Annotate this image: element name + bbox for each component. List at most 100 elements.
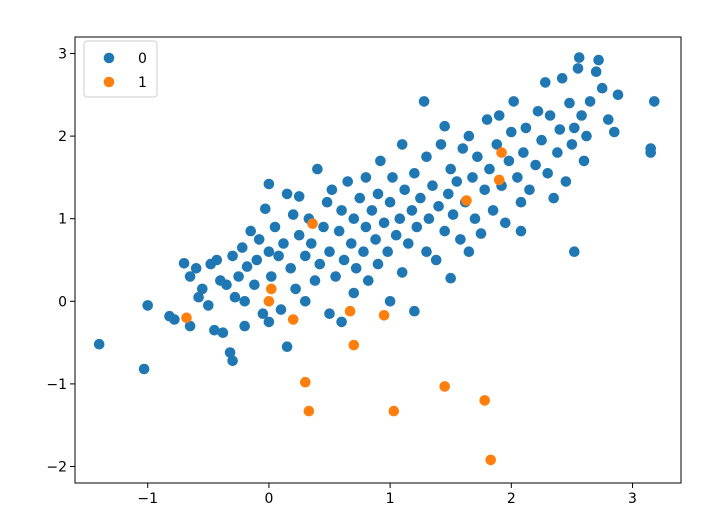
y-tick-label: 2	[58, 129, 67, 145]
data-point	[251, 254, 263, 266]
data-point	[479, 395, 491, 406]
y-tick-label: −2	[46, 459, 67, 475]
data-point	[552, 147, 563, 158]
data-point	[336, 316, 347, 328]
data-point	[287, 314, 299, 325]
data-point	[593, 54, 604, 66]
data-point	[493, 110, 505, 121]
data-point	[266, 283, 277, 295]
data-point	[548, 192, 559, 204]
data-point	[409, 168, 420, 179]
legend: 01	[83, 40, 158, 98]
data-point	[445, 272, 457, 284]
data-point	[239, 296, 250, 307]
data-point	[178, 258, 190, 269]
data-point	[576, 110, 587, 121]
data-point	[388, 405, 400, 417]
data-point	[287, 209, 299, 220]
data-point	[307, 218, 318, 229]
data-point	[584, 96, 596, 107]
data-point	[560, 176, 572, 187]
x-tick-label: −1	[137, 491, 158, 507]
data-point	[211, 254, 223, 266]
data-point	[318, 221, 329, 233]
data-point	[372, 258, 384, 270]
data-point	[263, 316, 275, 328]
data-point	[469, 213, 481, 224]
data-point	[542, 168, 553, 179]
data-point	[485, 454, 497, 466]
data-point	[524, 184, 535, 196]
data-point	[324, 246, 335, 257]
data-point	[233, 271, 244, 282]
data-point	[569, 122, 580, 134]
data-point	[503, 155, 515, 167]
series-1	[181, 147, 507, 466]
data-point	[461, 195, 472, 206]
data-point	[512, 172, 523, 183]
data-point	[336, 205, 347, 216]
data-point	[360, 172, 372, 183]
data-point	[184, 271, 196, 282]
data-point	[390, 229, 402, 241]
data-point	[378, 310, 390, 321]
data-point	[439, 225, 451, 237]
data-point	[396, 267, 408, 278]
data-point	[540, 77, 551, 88]
data-point	[451, 176, 463, 187]
data-point	[487, 205, 499, 216]
data-point	[275, 304, 287, 315]
data-point	[530, 159, 541, 171]
data-point	[184, 320, 196, 332]
x-tick-label: 3	[628, 491, 637, 507]
data-point	[263, 296, 275, 307]
data-point	[484, 163, 495, 175]
data-point	[411, 221, 423, 233]
x-tick-label: 0	[264, 491, 273, 507]
data-point	[387, 172, 398, 183]
data-point	[612, 89, 624, 101]
data-point	[360, 221, 372, 233]
data-point	[491, 139, 503, 150]
data-point	[430, 254, 442, 266]
data-point	[590, 66, 602, 77]
data-point	[263, 246, 275, 257]
data-point	[217, 327, 229, 339]
data-point	[338, 254, 350, 266]
x-axis: −1 0 1 2 3	[137, 483, 637, 507]
data-point	[508, 96, 519, 107]
data-point	[348, 213, 360, 224]
data-point	[239, 320, 250, 332]
data-point	[253, 234, 265, 245]
data-point	[203, 300, 214, 311]
data-point	[439, 381, 451, 392]
plot-frame	[74, 36, 682, 484]
data-point	[418, 96, 430, 107]
data-point	[229, 291, 241, 303]
y-axis: −2 −1 0 1 2 3	[46, 47, 75, 475]
data-point	[281, 188, 293, 200]
data-point	[609, 126, 620, 138]
data-point	[394, 213, 406, 224]
data-point	[278, 238, 289, 249]
data-point	[536, 134, 547, 146]
data-point	[350, 263, 362, 274]
data-point	[421, 151, 432, 163]
data-point	[342, 176, 354, 187]
data-point	[515, 196, 527, 208]
legend-marker	[103, 76, 115, 88]
data-point	[358, 246, 369, 257]
data-point	[435, 139, 447, 150]
data-point	[481, 114, 493, 125]
data-point	[447, 209, 459, 220]
data-point	[227, 355, 238, 367]
data-point	[578, 155, 590, 167]
data-point	[375, 155, 386, 167]
data-point	[303, 405, 315, 417]
data-point	[573, 52, 585, 63]
data-point	[209, 324, 220, 336]
data-point	[382, 246, 394, 257]
data-point	[300, 296, 311, 307]
legend-label: 1	[138, 75, 147, 91]
